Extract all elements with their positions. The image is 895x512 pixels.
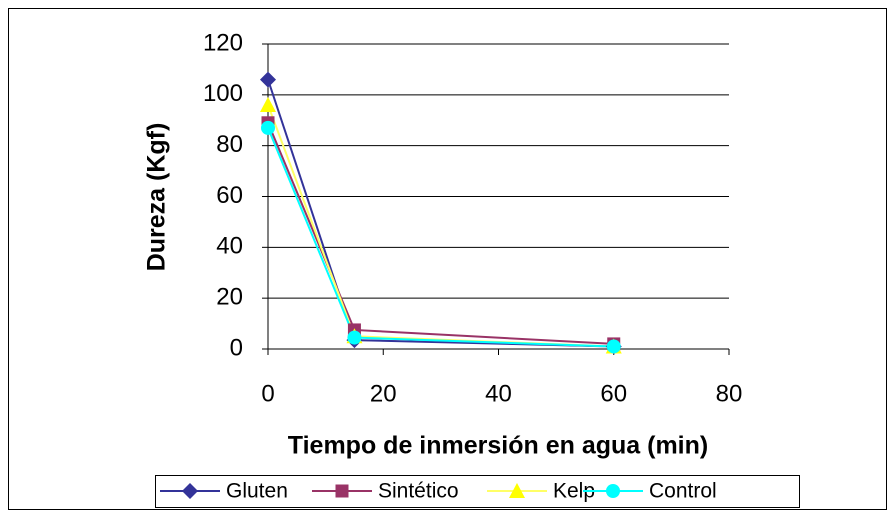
y-tick-label: 60 — [216, 182, 243, 209]
marker — [261, 120, 275, 135]
marker — [182, 483, 198, 499]
marker — [260, 97, 276, 112]
legend-label: Gluten — [226, 480, 288, 503]
legend-label: Kelp — [553, 480, 595, 503]
y-tick-label: 40 — [216, 233, 243, 260]
y-tick-label: 20 — [216, 284, 243, 311]
y-axis-title: Dureza (Kgf) — [143, 123, 171, 272]
legend-label: Control — [649, 480, 717, 503]
marker — [347, 330, 362, 345]
x-axis-title: Tiempo de inmersión en agua (min) — [288, 432, 708, 460]
marker — [260, 71, 276, 88]
x-tick-label: 0 — [261, 380, 274, 407]
marker — [335, 484, 349, 498]
y-tick-label: 100 — [203, 80, 243, 107]
y-tick-label: 80 — [216, 131, 243, 158]
y-tick-label: 0 — [230, 334, 243, 361]
marker — [606, 484, 620, 498]
marker — [509, 483, 525, 498]
x-tick-label: 40 — [485, 380, 512, 407]
x-tick-label: 60 — [600, 380, 627, 407]
legend-label: Sintético — [378, 480, 459, 503]
x-tick-label: 20 — [370, 380, 397, 407]
x-tick-label: 80 — [716, 380, 743, 407]
legend-box — [155, 475, 800, 508]
marker — [606, 339, 621, 354]
chart-border — [8, 8, 887, 510]
y-tick-label: 120 — [203, 29, 243, 56]
